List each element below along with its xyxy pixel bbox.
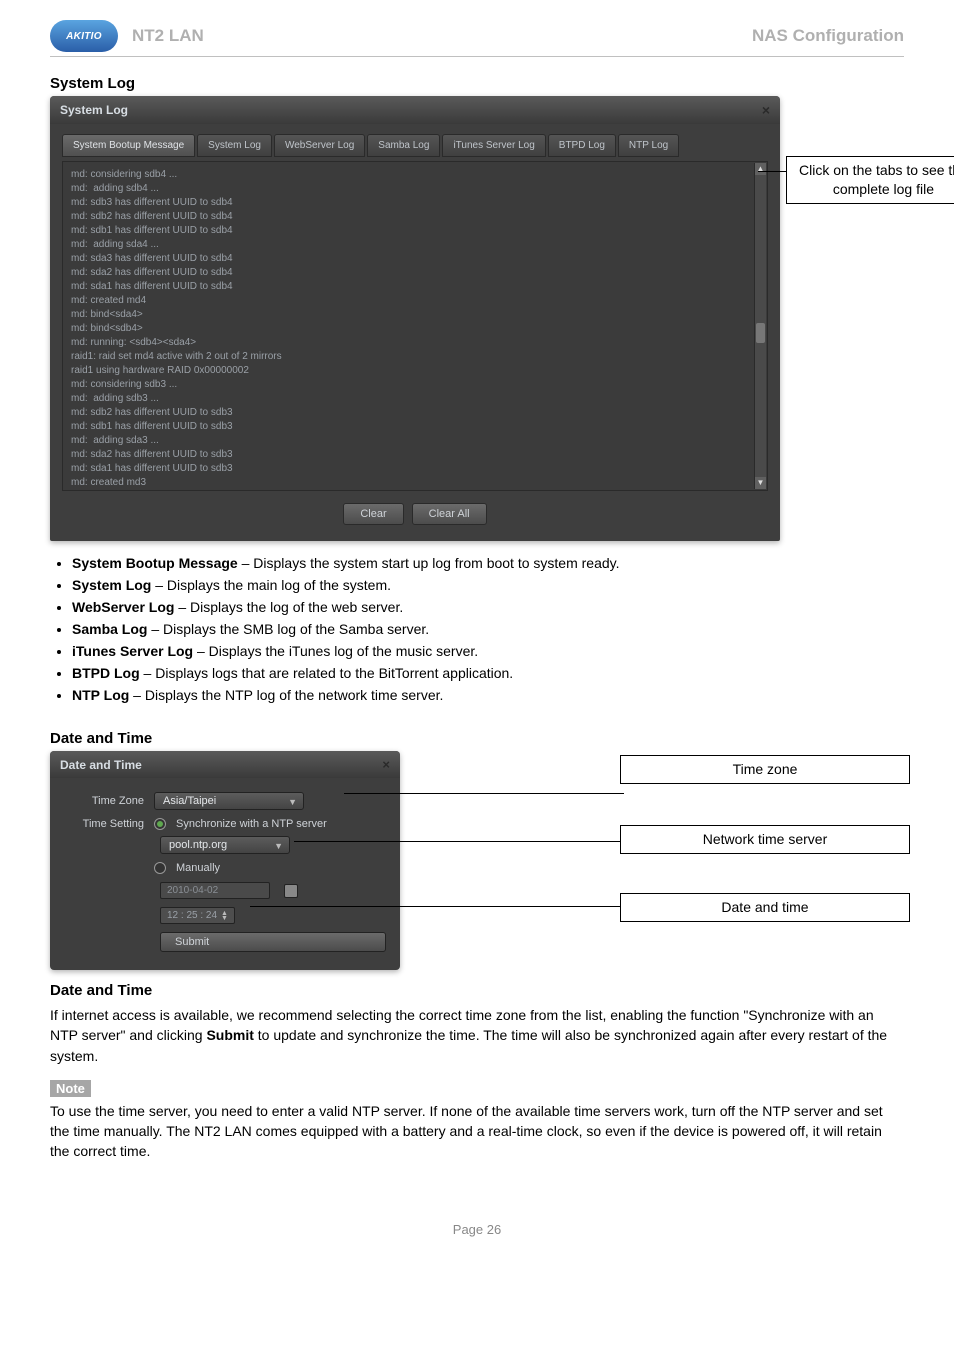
clear-all-button[interactable]: Clear All [412, 503, 487, 525]
ntp-server-select[interactable]: pool.ntp.org ▼ [160, 836, 290, 854]
log-textarea[interactable]: md: considering sdb4 ... md: adding sdb4… [62, 161, 768, 491]
datetime-window: Date and Time × Time Zone Asia/Taipei ▼ … [50, 751, 400, 970]
radio-manual[interactable] [154, 862, 166, 874]
scroll-up-icon[interactable]: ▲ [755, 163, 766, 175]
datetime-window-title: Date and Time [60, 758, 142, 772]
radio-manual-label: Manually [176, 862, 220, 874]
list-item: WebServer Log – Displays the log of the … [72, 597, 904, 618]
scroll-down-icon[interactable]: ▼ [755, 477, 766, 489]
log-bullets: System Bootup Message – Displays the sys… [50, 553, 904, 706]
tab-ntp-log[interactable]: NTP Log [618, 134, 679, 157]
scroll-thumb[interactable] [756, 323, 765, 343]
list-item: iTunes Server Log – Displays the iTunes … [72, 641, 904, 662]
callout-datetime: Date and time [620, 893, 910, 922]
datetime-heading: Date and Time [50, 730, 904, 747]
list-item: NTP Log – Displays the NTP log of the ne… [72, 685, 904, 706]
timezone-value: Asia/Taipei [163, 795, 216, 807]
tab-btpd-log[interactable]: BTPD Log [548, 134, 616, 157]
spinner-icon[interactable]: ▲▼ [221, 911, 228, 921]
ntp-server-value: pool.ntp.org [169, 839, 227, 851]
chevron-down-icon: ▼ [288, 797, 297, 807]
doc-title-left: NT2 LAN [132, 26, 204, 46]
scrollbar[interactable]: ▲ ▼ [754, 163, 766, 489]
tab-samba-log[interactable]: Samba Log [367, 134, 440, 157]
submit-button[interactable]: Submit [160, 932, 386, 952]
system-log-window: System Log × System Bootup Message Syste… [50, 96, 780, 541]
callout-timezone: Time zone [620, 755, 910, 784]
callout-connector [294, 841, 624, 842]
tab-system-log[interactable]: System Log [197, 134, 272, 157]
chevron-down-icon: ▼ [274, 841, 283, 851]
calendar-icon[interactable] [284, 884, 298, 898]
tab-itunes-log[interactable]: iTunes Server Log [442, 134, 545, 157]
timezone-select[interactable]: Asia/Taipei ▼ [154, 792, 304, 810]
radio-sync-label: Synchronize with a NTP server [176, 818, 327, 830]
callout-tabs: Click on the tabs to see the complete lo… [786, 156, 954, 204]
tab-webserver-log[interactable]: WebServer Log [274, 134, 365, 157]
tab-system-bootup[interactable]: System Bootup Message [62, 134, 195, 157]
clear-button[interactable]: Clear [343, 503, 403, 525]
list-item: Samba Log – Displays the SMB log of the … [72, 619, 904, 640]
page-header: AKITIO NT2 LAN NAS Configuration [50, 20, 904, 57]
note-text: To use the time server, you need to ente… [50, 1101, 904, 1162]
list-item: System Bootup Message – Displays the sys… [72, 553, 904, 574]
callout-connector [250, 906, 625, 907]
log-content: md: considering sdb4 ... md: adding sdb4… [71, 168, 759, 490]
close-icon[interactable]: × [762, 102, 770, 118]
page-footer: Page 26 [50, 1222, 904, 1237]
time-input[interactable]: 12 : 25 : 24 ▲▼ [160, 907, 235, 924]
list-item: BTPD Log – Displays logs that are relate… [72, 663, 904, 684]
close-icon[interactable]: × [382, 757, 390, 772]
callout-ntp: Network time server [620, 825, 910, 854]
brand-logo: AKITIO [50, 20, 118, 52]
time-value: 12 : 25 : 24 [167, 910, 217, 921]
dt-para-1: If internet access is available, we reco… [50, 1005, 904, 1066]
list-item: System Log – Displays the main log of th… [72, 575, 904, 596]
timezone-label: Time Zone [64, 795, 144, 807]
system-log-window-title: System Log [60, 103, 128, 117]
system-log-heading: System Log [50, 75, 904, 92]
date-input[interactable]: 2010-04-02 [160, 882, 270, 899]
doc-title-right: NAS Configuration [752, 26, 904, 46]
log-tabs: System Bootup Message System Log WebServ… [62, 134, 768, 157]
radio-sync[interactable] [154, 818, 166, 830]
dt-text-heading: Date and Time [50, 982, 904, 999]
logo-text: AKITIO [66, 31, 102, 42]
callout-connector [344, 793, 624, 794]
note-badge: Note [50, 1080, 91, 1097]
timesetting-label: Time Setting [64, 818, 144, 830]
